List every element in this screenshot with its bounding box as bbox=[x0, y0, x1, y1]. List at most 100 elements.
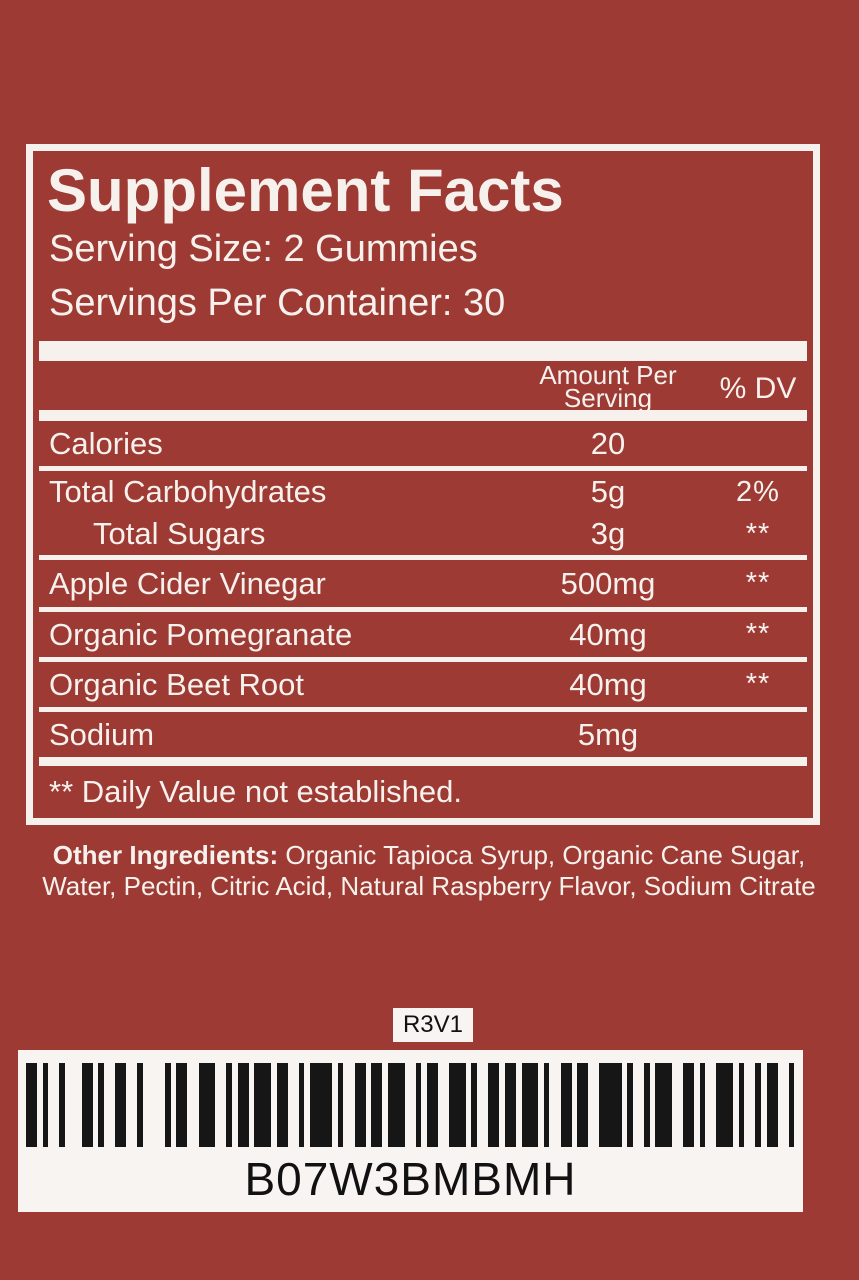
barcode-bar bbox=[699, 1063, 706, 1147]
row-amount: 500mg bbox=[560, 565, 656, 601]
barcode-bar bbox=[237, 1063, 249, 1147]
table-row-organic-beet-root: Organic Beet Root 40mg ** bbox=[33, 662, 813, 707]
barcode-gap bbox=[705, 1063, 716, 1147]
barcode-bar bbox=[337, 1063, 344, 1147]
barcode-bar bbox=[354, 1063, 366, 1147]
barcode-bar bbox=[577, 1063, 589, 1147]
barcode-bar bbox=[59, 1063, 65, 1147]
barcode-bar bbox=[176, 1063, 188, 1147]
barcode-gap bbox=[215, 1063, 226, 1147]
row-amount: 3g bbox=[590, 516, 626, 551]
percent-dv-header: % DV bbox=[719, 371, 797, 405]
barcode-bar bbox=[254, 1063, 271, 1147]
thick-divider-bar bbox=[39, 341, 807, 361]
barcode-bar bbox=[738, 1063, 745, 1147]
header-divider-bar bbox=[39, 410, 807, 421]
row-name: Organic Pomegranate bbox=[49, 616, 353, 652]
row-dv: 2% bbox=[736, 475, 780, 508]
barcode-bar bbox=[471, 1063, 477, 1147]
row-divider bbox=[39, 555, 807, 560]
barcode-gap bbox=[187, 1063, 198, 1147]
daily-value-footnote: ** Daily Value not established. bbox=[49, 774, 463, 809]
revision-badge: R3V1 bbox=[393, 1008, 473, 1042]
barcode-gap bbox=[104, 1063, 115, 1147]
table-row-total-carbohydrates: Total Carbohydrates 5g 2% bbox=[33, 471, 813, 513]
amount-per-serving-header: Amount Per Serving bbox=[539, 360, 677, 413]
row-dv: ** bbox=[745, 668, 771, 700]
barcode-bar bbox=[137, 1063, 143, 1147]
barcode-bar bbox=[449, 1063, 466, 1147]
barcode-bar bbox=[42, 1063, 49, 1147]
row-name: Organic Beet Root bbox=[49, 666, 305, 702]
barcode-bar bbox=[788, 1063, 795, 1147]
servings-per-container-text: Servings Per Container: 30 bbox=[49, 282, 506, 324]
table-row-sodium: Sodium 5mg bbox=[33, 712, 813, 757]
barcode-bar bbox=[115, 1063, 127, 1147]
barcode-bar bbox=[521, 1063, 539, 1147]
other-ingredients-line1: Organic Tapioca Syrup, Organic Cane Suga… bbox=[278, 840, 806, 870]
barcode-bar bbox=[683, 1063, 695, 1147]
barcode-bar bbox=[26, 1063, 38, 1147]
row-dv: ** bbox=[745, 517, 771, 550]
row-name: Total Carbohydrates bbox=[49, 474, 327, 509]
row-amount: 5g bbox=[590, 474, 626, 509]
row-divider bbox=[39, 707, 807, 712]
barcode-bar bbox=[655, 1063, 672, 1147]
barcode-bar bbox=[716, 1063, 734, 1147]
row-name: Apple Cider Vinegar bbox=[49, 565, 326, 601]
table-row-total-sugars: Total Sugars 3g ** bbox=[33, 513, 813, 555]
barcode-bar bbox=[165, 1063, 171, 1147]
barcode-bars bbox=[26, 1063, 795, 1147]
barcode-bar bbox=[81, 1063, 93, 1147]
row-name: Total Sugars bbox=[93, 516, 266, 551]
row-amount: 40mg bbox=[569, 666, 647, 702]
barcode-gap bbox=[778, 1063, 789, 1147]
barcode-bar bbox=[98, 1063, 104, 1147]
barcode-gap bbox=[126, 1063, 137, 1147]
barcode-gap bbox=[405, 1063, 416, 1147]
barcode-gap bbox=[744, 1063, 755, 1147]
row-amount: 20 bbox=[590, 425, 626, 461]
other-ingredients-label: Other Ingredients: bbox=[52, 840, 279, 870]
barcode-bar bbox=[426, 1063, 439, 1147]
barcode-bar bbox=[504, 1063, 516, 1147]
table-row-apple-cider-vinegar: Apple Cider Vinegar 500mg ** bbox=[33, 560, 813, 607]
barcode-gap bbox=[143, 1063, 165, 1147]
barcode-bar bbox=[387, 1063, 405, 1147]
row-amount: 5mg bbox=[577, 716, 639, 752]
barcode-bar bbox=[560, 1063, 572, 1147]
barcode-bar bbox=[488, 1063, 500, 1147]
barcode-bar bbox=[226, 1063, 233, 1147]
barcode-bar bbox=[644, 1063, 650, 1147]
barcode-bar bbox=[309, 1063, 333, 1147]
panel-title: Supplement Facts bbox=[47, 157, 564, 224]
table-row-calories: Calories 20 bbox=[33, 421, 813, 466]
barcode-bar bbox=[371, 1063, 383, 1147]
barcode-gap bbox=[477, 1063, 488, 1147]
barcode: B07W3BMBMH bbox=[18, 1050, 803, 1212]
barcode-bar bbox=[755, 1063, 761, 1147]
row-name: Sodium bbox=[49, 716, 155, 752]
row-dv: ** bbox=[745, 567, 771, 599]
barcode-bar bbox=[627, 1063, 633, 1147]
row-name: Calories bbox=[49, 425, 163, 461]
row-divider bbox=[39, 466, 807, 471]
barcode-gap bbox=[588, 1063, 599, 1147]
barcode-bar bbox=[766, 1063, 778, 1147]
barcode-gap bbox=[288, 1063, 299, 1147]
barcode-gap bbox=[438, 1063, 449, 1147]
barcode-bar bbox=[276, 1063, 288, 1147]
barcode-text: B07W3BMBMH bbox=[244, 1153, 577, 1205]
row-amount: 40mg bbox=[569, 616, 647, 652]
supplement-facts-panel: Supplement Facts Serving Size: 2 Gummies… bbox=[26, 144, 820, 825]
barcode-gap bbox=[549, 1063, 560, 1147]
barcode-gap bbox=[633, 1063, 644, 1147]
barcode-bar bbox=[599, 1063, 622, 1147]
facts-header-row: Amount Per Serving % DV bbox=[33, 360, 813, 413]
barcode-gap bbox=[65, 1063, 82, 1147]
row-dv: ** bbox=[745, 618, 771, 650]
other-ingredients-line2: Water, Pectin, Citric Acid, Natural Rasp… bbox=[42, 871, 816, 901]
table-row-organic-pomegranate: Organic Pomegranate 40mg ** bbox=[33, 612, 813, 657]
other-ingredients: Other Ingredients: Organic Tapioca Syrup… bbox=[26, 840, 832, 902]
